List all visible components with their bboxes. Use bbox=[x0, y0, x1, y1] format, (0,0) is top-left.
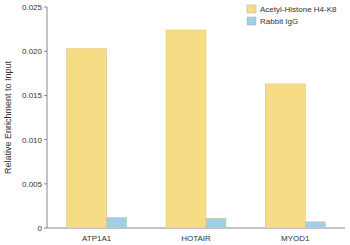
bar bbox=[67, 49, 107, 228]
x-tick-label: ATP1A1 bbox=[82, 234, 112, 243]
chart: 0 0.005 0.010 0.015 0.020 0.025 Relative Enric… bbox=[0, 0, 350, 245]
y-tick-label: 0.020 bbox=[22, 47, 43, 56]
legend-label: Rabbit IgG bbox=[260, 17, 298, 26]
y-axis bbox=[47, 7, 48, 228]
bar bbox=[265, 84, 305, 228]
y-tick-label: 0 bbox=[38, 224, 43, 233]
y-axis-label: Relative Enrichment to Input bbox=[3, 60, 13, 174]
x-tick-label: HOTAIR bbox=[181, 234, 211, 243]
bar bbox=[166, 30, 206, 228]
legend-swatch bbox=[247, 17, 256, 25]
bar bbox=[206, 218, 226, 228]
legend-swatch bbox=[247, 5, 256, 13]
legend-label: Acetyl-Histone H4-K8 bbox=[260, 5, 337, 14]
y-tick-label: 0.005 bbox=[22, 180, 43, 189]
y-tick-label: 0.015 bbox=[22, 91, 43, 100]
x-tick-label: MYOD1 bbox=[281, 234, 310, 243]
bars bbox=[67, 30, 326, 228]
y-tick-label: 0.010 bbox=[22, 136, 43, 145]
y-tick-label: 0.025 bbox=[22, 3, 43, 12]
chart-container: 0 0.005 0.010 0.015 0.020 0.025 Relative Enric… bbox=[0, 0, 350, 245]
bar bbox=[305, 222, 325, 228]
bar bbox=[107, 217, 127, 228]
